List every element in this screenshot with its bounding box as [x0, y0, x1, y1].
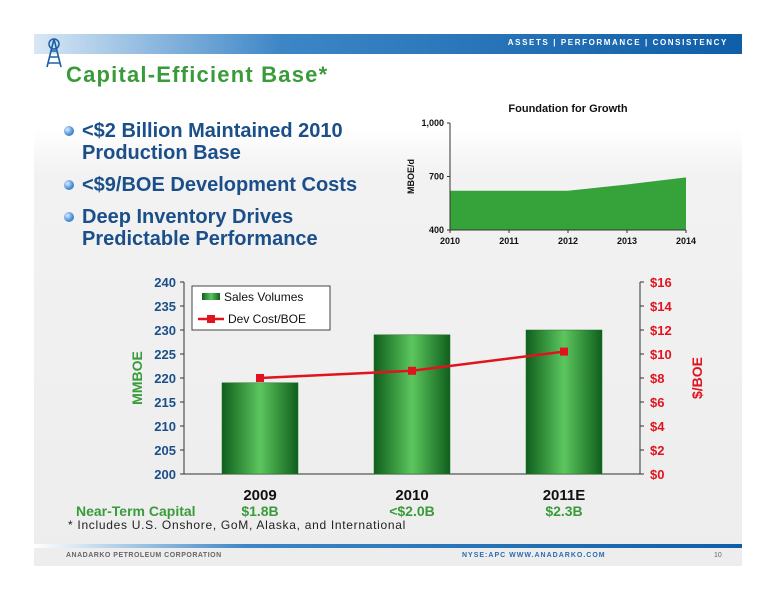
area-x-tick-label: 2011 — [499, 236, 519, 246]
legend-label: Sales Volumes — [224, 290, 303, 304]
chart-legend: Sales Volumes Dev Cost/BOE — [191, 285, 331, 331]
dev-cost-marker — [408, 366, 416, 375]
y2-tick-label: $14 — [650, 299, 672, 314]
bar — [221, 382, 299, 475]
bullet-item: Deep Inventory Drives Predictable Perfor… — [60, 206, 390, 250]
area-x-tick-label: 2014 — [676, 236, 696, 246]
area-x-tick-label: 2010 — [440, 236, 460, 246]
y2-tick-label: $8 — [650, 371, 664, 386]
y2-tick-label: $6 — [650, 395, 664, 410]
footer-divider — [34, 544, 742, 548]
capital-value: <$2.0B — [389, 503, 435, 519]
bar — [373, 334, 451, 475]
header-tagline: ASSETS | PERFORMANCE | CONSISTENCY — [507, 38, 728, 47]
y-tick-label: 210 — [154, 419, 176, 434]
y2-axis-title: $/BOE — [689, 357, 705, 399]
y-tick-label: 240 — [154, 275, 176, 290]
derrick-logo-icon — [46, 38, 62, 68]
y2-tick-label: $0 — [650, 467, 664, 482]
x-tick-label: 2011E — [543, 487, 586, 504]
footnote: * Includes U.S. Onshore, GoM, Alaska, an… — [68, 518, 406, 532]
footer-company: ANADARKO PETROLEUM CORPORATION — [66, 552, 222, 559]
area-y-tick-label: 400 — [429, 225, 444, 235]
y2-tick-label: $12 — [650, 323, 672, 338]
y-tick-label: 200 — [154, 467, 176, 482]
capital-row-label: Near-Term Capital — [76, 503, 196, 519]
capital-value: $2.3B — [545, 503, 582, 519]
page-number: 10 — [714, 552, 722, 559]
bullet-text: <$9/BOE Development Costs — [82, 174, 358, 196]
y-tick-label: 225 — [154, 347, 176, 362]
y-tick-label: 220 — [154, 371, 176, 386]
bullet-icon — [64, 212, 74, 222]
bullet-item: <$2 Billion Maintained 2010 Production B… — [60, 120, 390, 164]
y2-tick-label: $2 — [650, 443, 664, 458]
legend-swatch-marker — [207, 315, 215, 323]
y-axis-title: MMBOE — [129, 351, 145, 405]
y-tick-label: 230 — [154, 323, 176, 338]
capital-value: $1.8B — [241, 503, 278, 519]
header-bar: ASSETS | PERFORMANCE | CONSISTENCY — [34, 34, 742, 54]
x-tick-label: 2009 — [243, 487, 276, 504]
area-y-tick-label: 1,000 — [421, 118, 444, 128]
foundation-area-chart: Foundation for Growth 400 700 1,000 2010 2011… — [406, 103, 696, 246]
dev-cost-marker — [256, 374, 264, 382]
footer-ticker: NYSE:APC WWW.ANADARKO.COM — [462, 552, 606, 559]
y2-tick-label: $4 — [650, 419, 665, 434]
y2-tick-label: $16 — [650, 275, 672, 290]
bullet-icon — [64, 126, 74, 136]
bullet-text: Deep Inventory Drives Predictable Perfor… — [82, 206, 318, 250]
area-y-tick-label: 700 — [429, 172, 444, 182]
bullet-text: <$2 Billion Maintained 2010 Production B… — [82, 120, 343, 164]
production-area — [450, 177, 686, 230]
slide: ASSETS | PERFORMANCE | CONSISTENCY Capit… — [34, 34, 742, 566]
sales-volume-combo-chart: 200 205 210 215 220 225 230 235 240 $0 $2 $4 $6 $8 $10… — [76, 275, 705, 519]
legend-label: Dev Cost/BOE — [228, 312, 306, 326]
y-tick-label: 235 — [154, 299, 176, 314]
bullet-item: <$9/BOE Development Costs — [60, 174, 390, 196]
bullet-icon — [64, 180, 74, 190]
area-x-tick-label: 2013 — [617, 236, 637, 246]
area-chart-title: Foundation for Growth — [508, 103, 627, 115]
slide-title: Capital-Efficient Base* — [66, 62, 329, 87]
dev-cost-marker — [560, 347, 568, 356]
y-tick-label: 215 — [154, 395, 176, 410]
area-y-axis-title: MBOE/d — [406, 159, 416, 194]
y-tick-label: 205 — [154, 443, 176, 458]
area-x-tick-label: 2012 — [558, 236, 578, 246]
legend-swatch-bar — [202, 293, 220, 300]
bullet-list: <$2 Billion Maintained 2010 Production B… — [60, 120, 390, 260]
x-tick-label: 2010 — [395, 487, 428, 504]
y2-tick-label: $10 — [650, 347, 672, 362]
